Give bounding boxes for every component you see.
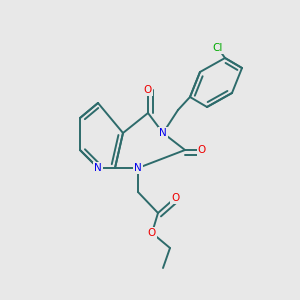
Text: O: O — [198, 145, 206, 155]
Text: O: O — [171, 193, 179, 203]
Text: O: O — [144, 85, 152, 95]
Text: N: N — [94, 163, 102, 173]
Text: O: O — [148, 228, 156, 238]
Text: Cl: Cl — [213, 43, 223, 53]
Text: N: N — [134, 163, 142, 173]
Text: N: N — [159, 128, 167, 138]
